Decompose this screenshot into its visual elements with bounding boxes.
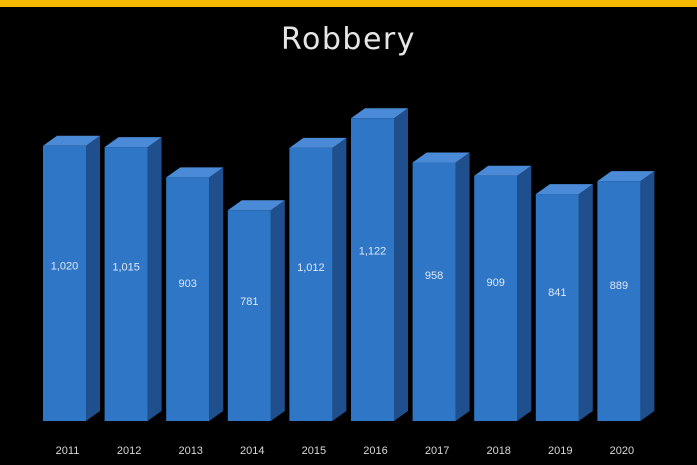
value-label-2012: 1,015 bbox=[112, 261, 140, 273]
bar-top-2015 bbox=[289, 137, 347, 148]
x-tick-2018: 2018 bbox=[486, 445, 510, 457]
value-label-2015: 1,012 bbox=[297, 262, 325, 274]
bar-front-2018 bbox=[474, 175, 518, 421]
bar-side-2011 bbox=[86, 135, 100, 421]
value-label-2016: 1,122 bbox=[359, 245, 387, 257]
bar-top-2011 bbox=[43, 135, 100, 146]
bar-top-2014 bbox=[227, 200, 285, 211]
bar-side-2016 bbox=[394, 108, 408, 421]
bar-side-2018 bbox=[517, 165, 532, 421]
bar-2014 bbox=[227, 200, 285, 421]
bar-2013 bbox=[166, 167, 224, 421]
x-axis-ticks: 2011 2012 2013 2014 2015 2016 2017 2018 2019 2020 bbox=[56, 445, 634, 457]
bar-side-2012 bbox=[147, 137, 162, 421]
bar-side-2014 bbox=[270, 200, 285, 421]
value-label-2017: 958 bbox=[425, 270, 443, 282]
bar-side-2017 bbox=[455, 152, 470, 421]
bar-2020 bbox=[597, 171, 655, 421]
bar-front-2013 bbox=[166, 177, 210, 421]
bar-front-2017 bbox=[412, 162, 456, 421]
x-tick-2019: 2019 bbox=[548, 445, 572, 457]
bar-front-2019 bbox=[535, 194, 579, 421]
bar-top-2012 bbox=[104, 137, 162, 148]
bar-front-2011 bbox=[43, 145, 86, 421]
value-label-2014: 781 bbox=[240, 296, 258, 308]
bar-2016 bbox=[351, 108, 408, 421]
x-tick-2012: 2012 bbox=[117, 445, 141, 457]
bar-front-2016 bbox=[351, 118, 394, 421]
bar-top-2018 bbox=[474, 165, 532, 176]
bar-2018 bbox=[474, 165, 532, 421]
bar-top-2017 bbox=[412, 152, 470, 163]
bar-side-2015 bbox=[332, 137, 347, 421]
x-tick-2017: 2017 bbox=[425, 445, 449, 457]
bar-side-2020 bbox=[640, 171, 655, 421]
x-tick-2013: 2013 bbox=[178, 445, 202, 457]
value-label-2020: 889 bbox=[610, 280, 628, 292]
x-tick-2014: 2014 bbox=[240, 445, 264, 457]
bar-top-2013 bbox=[166, 167, 224, 178]
bar-2015 bbox=[289, 137, 347, 421]
bar-2011 bbox=[43, 135, 100, 421]
x-tick-2011: 2011 bbox=[56, 445, 80, 457]
x-tick-2015: 2015 bbox=[302, 445, 326, 457]
bar-top-2016 bbox=[351, 108, 408, 119]
x-tick-2020: 2020 bbox=[610, 445, 634, 457]
bar-2017 bbox=[412, 152, 470, 421]
chart-title: Robbery bbox=[281, 22, 416, 57]
bar-series bbox=[43, 108, 655, 421]
bar-front-2015 bbox=[289, 147, 333, 421]
value-label-2013: 903 bbox=[179, 278, 197, 290]
x-tick-2016: 2016 bbox=[363, 445, 387, 457]
bar-top-2020 bbox=[597, 171, 655, 182]
value-label-2019: 841 bbox=[548, 287, 566, 299]
bar-front-2012 bbox=[104, 147, 148, 421]
bar-side-2013 bbox=[209, 167, 224, 421]
value-labels: 1,020 1,015 903 781 1,012 1,122 958 909 841 889 bbox=[51, 245, 628, 308]
bar-2012 bbox=[104, 137, 162, 421]
bar-side-2019 bbox=[578, 184, 593, 421]
bar-front-2020 bbox=[597, 181, 641, 421]
bar-2019 bbox=[535, 184, 593, 421]
bar-top-2019 bbox=[535, 184, 593, 195]
top-accent-bar bbox=[0, 0, 697, 7]
bar-front-2014 bbox=[227, 210, 271, 421]
value-label-2011: 1,020 bbox=[51, 261, 79, 273]
value-label-2018: 909 bbox=[487, 277, 505, 289]
